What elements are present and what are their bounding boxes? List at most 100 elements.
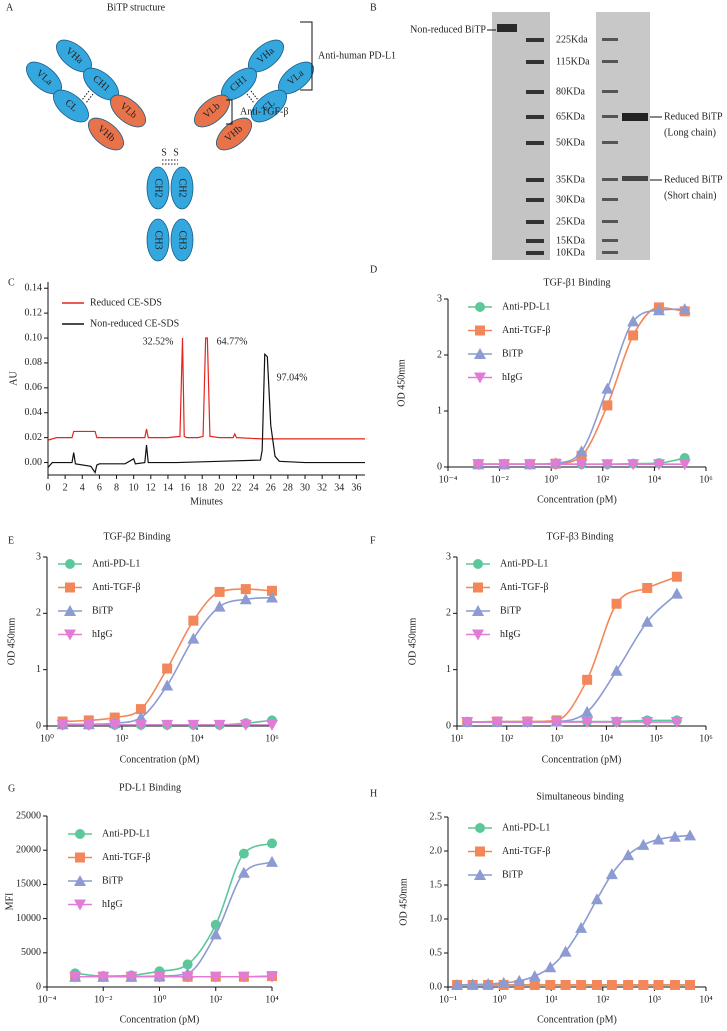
marker — [513, 974, 526, 986]
ladder-band — [526, 239, 544, 243]
domain-label: CH3 — [177, 231, 188, 250]
y-tick-label: 0.14 — [25, 283, 43, 294]
domain: CH3 — [170, 218, 194, 262]
x-tick-label: 10² — [209, 994, 222, 1005]
marker — [213, 719, 226, 731]
marker — [240, 584, 251, 595]
panel-letter: D — [370, 264, 377, 275]
domain: VHa — [56, 39, 92, 73]
marker — [668, 830, 681, 842]
x-tick-label: 12 — [146, 482, 156, 493]
marker — [237, 866, 250, 878]
x-tick-label: 10³ — [550, 733, 563, 744]
y-tick-label: 1 — [36, 664, 41, 675]
x-tick-label: 4 — [80, 482, 85, 493]
ladder-band — [602, 178, 618, 181]
gel-image — [596, 12, 650, 260]
diagram-title: BiTP structure — [107, 2, 166, 13]
bracket — [300, 21, 313, 91]
ladder-band — [602, 141, 618, 144]
marker — [559, 945, 572, 957]
domain: CH2 — [146, 166, 170, 210]
marker — [529, 979, 540, 990]
marker — [678, 459, 691, 471]
y-tick-label: 0.10 — [25, 332, 43, 343]
marker — [209, 928, 222, 940]
series-line — [467, 575, 678, 723]
y-tick-label: 0.00 — [25, 457, 43, 468]
y-tick-label: 1.0 — [430, 913, 443, 924]
x-tick-label: 10³ — [648, 994, 661, 1005]
x-tick-label: 10² — [596, 994, 609, 1005]
domain-label: CH2 — [177, 179, 188, 198]
y-axis-label: OD 450mm — [398, 878, 409, 926]
x-tick-label: 30 — [300, 482, 310, 493]
ladder-band — [526, 38, 544, 42]
chart-title: TGF-β2 Binding — [103, 531, 170, 542]
domain-shape — [146, 166, 170, 210]
y-tick-label: 1 — [437, 405, 442, 416]
marker — [528, 970, 541, 982]
y-tick-label: 20000 — [16, 844, 41, 855]
domain: CH3 — [146, 218, 170, 262]
legend-marker — [473, 559, 483, 569]
marker — [182, 959, 193, 970]
panel-letter: C — [8, 277, 15, 288]
legend-marker — [474, 869, 486, 880]
ladder-label: 115KDa — [556, 56, 590, 67]
marker — [491, 717, 504, 729]
panel-letter: H — [370, 788, 377, 799]
marker — [237, 971, 250, 983]
marker — [670, 587, 683, 599]
marker — [188, 615, 199, 626]
marker — [623, 979, 634, 990]
marker — [266, 971, 278, 983]
legend-label: Reduced CE-SDS — [90, 297, 162, 308]
disulfide-label: S — [173, 147, 179, 158]
marker — [669, 979, 680, 990]
x-tick-label: 10⁻⁴ — [38, 994, 57, 1005]
marker — [638, 979, 649, 990]
marker — [69, 971, 82, 983]
marker — [560, 979, 571, 990]
marker — [611, 598, 622, 609]
x-tick-label: 10⁰ — [152, 994, 166, 1005]
x-tick-label: 8 — [114, 482, 119, 493]
domain-shape — [194, 94, 230, 128]
annotation: 64.77% — [217, 336, 248, 347]
legend-label: Non-reduced CE-SDS — [90, 318, 179, 329]
marker — [108, 719, 121, 731]
x-tick-label: 10⁻² — [94, 994, 112, 1005]
ladder-band — [602, 251, 618, 254]
domain: VHb — [216, 117, 252, 151]
bracket-label: Anti-TGF-β — [240, 106, 288, 117]
ladder-band — [526, 198, 544, 202]
x-tick-label: 26 — [266, 482, 276, 493]
marker — [601, 459, 614, 471]
marker — [576, 979, 587, 990]
marker — [581, 705, 594, 717]
y-tick-label: 3 — [446, 551, 451, 562]
marker — [685, 979, 696, 990]
x-axis-label: Minutes — [190, 496, 223, 507]
domain: CH1 — [221, 67, 257, 101]
domain: VHb — [88, 117, 124, 151]
marker — [641, 717, 654, 729]
bracket-label: Anti-human PD-L1 — [318, 50, 396, 61]
ladder-label: 10KDa — [556, 247, 585, 258]
legend-label: Anti-TGF-β — [500, 582, 548, 593]
domain: CH2 — [170, 166, 194, 210]
marker — [627, 315, 640, 327]
marker — [498, 459, 511, 471]
marker — [670, 717, 683, 729]
legend-marker — [64, 629, 76, 641]
panel-letter: E — [8, 535, 14, 546]
ladder-label: 65KDa — [556, 111, 585, 122]
legend-marker — [75, 829, 85, 839]
legend-marker — [75, 852, 85, 863]
ladder-band — [526, 178, 544, 182]
ladder-label: 15KDa — [556, 235, 585, 246]
marker — [238, 848, 249, 859]
legend-marker — [65, 559, 75, 569]
